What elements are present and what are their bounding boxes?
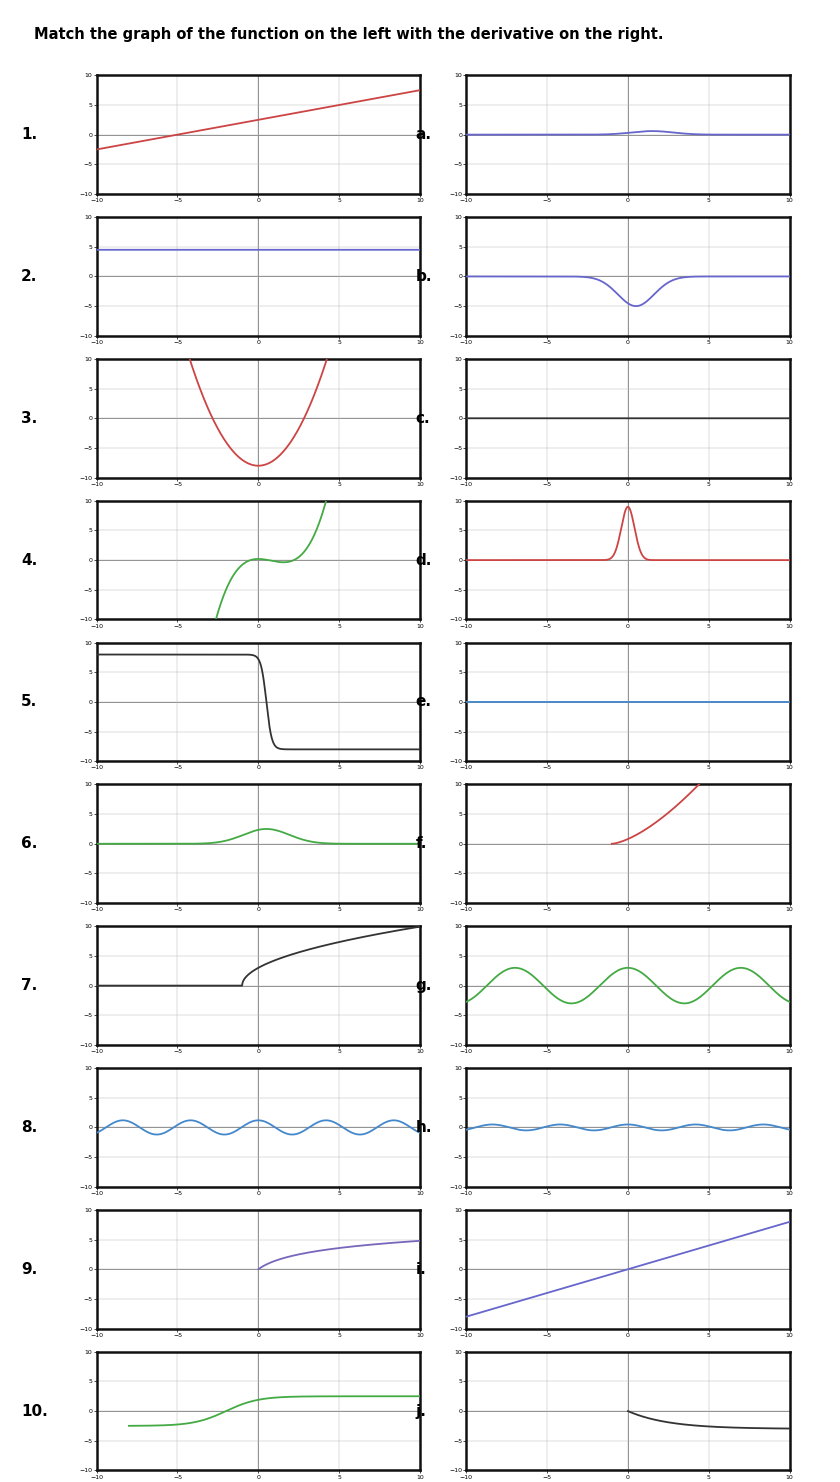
- Text: Match the graph of the function on the left with the derivative on the right.: Match the graph of the function on the l…: [34, 27, 663, 43]
- Text: f.: f.: [416, 836, 428, 851]
- Text: c.: c.: [416, 411, 430, 425]
- Text: i.: i.: [416, 1261, 427, 1277]
- Text: h.: h.: [416, 1120, 433, 1135]
- Text: 8.: 8.: [21, 1120, 37, 1135]
- Text: 10.: 10.: [21, 1403, 48, 1418]
- Text: j.: j.: [416, 1403, 427, 1418]
- Text: 7.: 7.: [21, 978, 37, 993]
- Text: b.: b.: [416, 268, 433, 285]
- Text: 3.: 3.: [21, 411, 37, 425]
- Text: 4.: 4.: [21, 553, 37, 568]
- Text: a.: a.: [416, 127, 432, 142]
- Text: 6.: 6.: [21, 836, 37, 851]
- Text: 5.: 5.: [21, 695, 37, 710]
- Text: 9.: 9.: [21, 1261, 37, 1277]
- Text: d.: d.: [416, 553, 432, 568]
- Text: e.: e.: [416, 695, 432, 710]
- Text: g.: g.: [416, 978, 432, 993]
- Text: 1.: 1.: [21, 127, 37, 142]
- Text: 2.: 2.: [21, 268, 37, 285]
